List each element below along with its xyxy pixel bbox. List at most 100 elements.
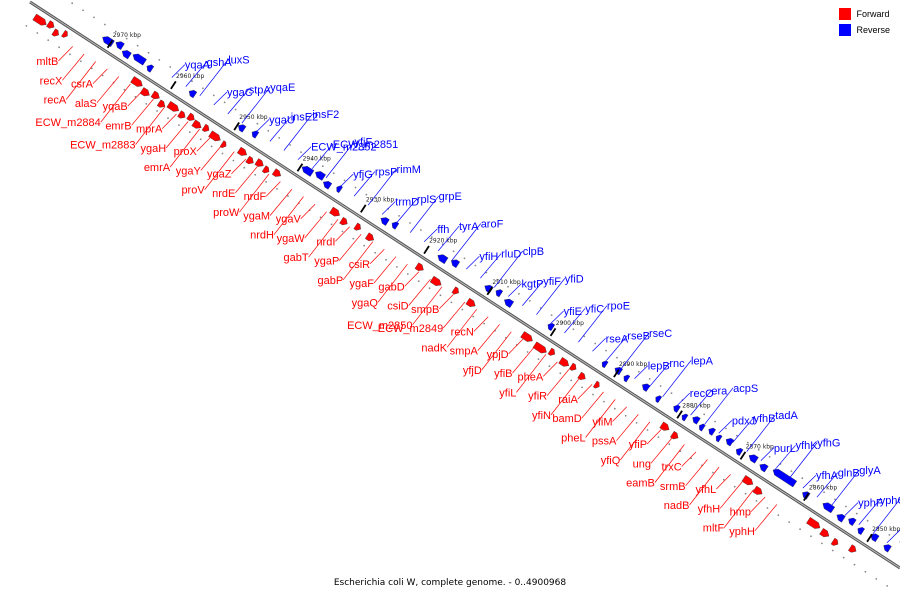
track-dot bbox=[365, 193, 368, 196]
gene-leader-line bbox=[750, 496, 766, 512]
reverse-gene-arrow bbox=[772, 468, 798, 488]
track-dot bbox=[461, 308, 464, 311]
forward-gene-arrow bbox=[659, 421, 670, 431]
track-dot bbox=[354, 186, 357, 189]
gene-label: yfhG bbox=[817, 438, 840, 450]
gene-label: gabD bbox=[378, 281, 404, 293]
gene-leader-line bbox=[473, 316, 489, 332]
gene-label: mprA bbox=[136, 124, 163, 136]
scale-tick-mark bbox=[613, 369, 620, 378]
reverse-gene-arrow bbox=[822, 502, 836, 514]
reverse-gene-arrow bbox=[504, 298, 515, 308]
reverse-gene-arrow bbox=[715, 434, 723, 443]
track-dot bbox=[463, 257, 466, 260]
forward-gene-arrow bbox=[848, 544, 857, 553]
reverse-gene-arrow bbox=[188, 89, 198, 99]
track-dot bbox=[430, 236, 433, 239]
gene-label: smpB bbox=[411, 304, 439, 316]
reverse-gene-arrow bbox=[848, 517, 857, 526]
track-dot bbox=[712, 471, 714, 474]
track-dot bbox=[810, 535, 812, 538]
gene-label: yfiL bbox=[499, 387, 516, 399]
gene-leader-line bbox=[204, 151, 235, 190]
gene-leader-line bbox=[719, 481, 743, 509]
forward-gene-arrow bbox=[451, 286, 459, 295]
track-dot bbox=[330, 223, 333, 226]
scale-tick-mark bbox=[296, 163, 304, 172]
gene-label: luxS bbox=[228, 54, 249, 66]
track-dot bbox=[93, 16, 95, 19]
reverse-gene-arrow bbox=[708, 427, 716, 436]
scale-tick-label: 2950 kbp bbox=[239, 114, 267, 121]
forward-gene-arrow bbox=[156, 99, 166, 108]
track-dot bbox=[474, 264, 477, 267]
gene-label: acpS bbox=[733, 383, 758, 395]
gene-label: smpA bbox=[450, 346, 479, 358]
gene-label: ygaV bbox=[276, 214, 302, 226]
gene-label: raiA bbox=[558, 394, 578, 406]
reverse-gene-arrow bbox=[699, 423, 706, 432]
reverse-gene-arrow bbox=[336, 185, 343, 194]
scale-tick-mark bbox=[676, 410, 683, 419]
track-dot bbox=[613, 407, 616, 410]
track-dot bbox=[886, 585, 889, 587]
gene-label: nrdH bbox=[250, 230, 274, 242]
scale-tick-label: 2890 kbp bbox=[619, 361, 647, 368]
forward-gene-arrow bbox=[752, 485, 763, 495]
gene-label: csiD bbox=[387, 301, 408, 313]
gene-label: emrB bbox=[105, 120, 131, 132]
track-dot bbox=[788, 521, 791, 523]
track-dot bbox=[744, 492, 747, 495]
legend-label-reverse: Reverse bbox=[856, 25, 890, 35]
gene-label: nrdF bbox=[244, 191, 267, 203]
gene-label: ygaU bbox=[269, 114, 295, 126]
gene-leader-line bbox=[689, 466, 720, 506]
gene-leader-line bbox=[760, 447, 775, 461]
gene-leader-line bbox=[581, 391, 604, 419]
gene-label: ygaY bbox=[176, 165, 202, 177]
track-dot bbox=[123, 88, 126, 91]
gene-label: proX bbox=[174, 146, 198, 158]
gene-label: ygaZ bbox=[207, 169, 232, 181]
forward-gene-arrow bbox=[465, 297, 476, 307]
gene-leader-line bbox=[171, 64, 186, 78]
track-dot bbox=[692, 406, 695, 409]
reverse-gene-arrow bbox=[883, 544, 892, 553]
track-dot bbox=[670, 392, 673, 394]
gene-leader-line bbox=[774, 444, 796, 471]
reverse-gene-arrow bbox=[251, 130, 260, 139]
track-dot bbox=[363, 244, 366, 247]
gene-label: proV bbox=[181, 185, 205, 197]
gene-leader-line bbox=[830, 469, 860, 507]
track-dot bbox=[180, 73, 183, 75]
gene-label: nadB bbox=[664, 500, 690, 512]
track-dot bbox=[452, 250, 455, 253]
forward-gene-arrow bbox=[532, 341, 547, 354]
gene-leader-line bbox=[858, 499, 880, 525]
gene-leader-line bbox=[408, 278, 431, 306]
gene-label: yphF bbox=[858, 498, 883, 510]
gene-leader-line bbox=[494, 250, 523, 288]
genome-caption: Escherichia coli W, complete genome. - 0… bbox=[333, 578, 567, 588]
genome-backbone bbox=[29, 0, 900, 570]
gene-leader-line bbox=[437, 225, 460, 252]
reverse-gene-arrow bbox=[655, 395, 663, 404]
gene-leader-line bbox=[676, 392, 691, 407]
track-dot bbox=[450, 301, 453, 304]
gene-label: mltF bbox=[703, 523, 725, 535]
forward-gene-arrow bbox=[245, 155, 254, 165]
track-dot bbox=[47, 39, 50, 41]
track-dot bbox=[234, 108, 237, 111]
track-dot bbox=[799, 528, 801, 531]
gene-leader-line bbox=[542, 361, 558, 377]
gene-leader-line bbox=[802, 474, 817, 489]
forward-gene-arrow bbox=[32, 13, 47, 26]
gene-label: yfiH bbox=[479, 251, 498, 263]
gene-leader-line bbox=[404, 271, 420, 287]
gene-label: stpA bbox=[249, 84, 272, 96]
forward-gene-arrow bbox=[271, 168, 282, 177]
scale-tick-label: 2930 kbp bbox=[366, 197, 394, 204]
gene-leader-line bbox=[283, 113, 313, 151]
gene-label: yfiR bbox=[528, 391, 547, 403]
